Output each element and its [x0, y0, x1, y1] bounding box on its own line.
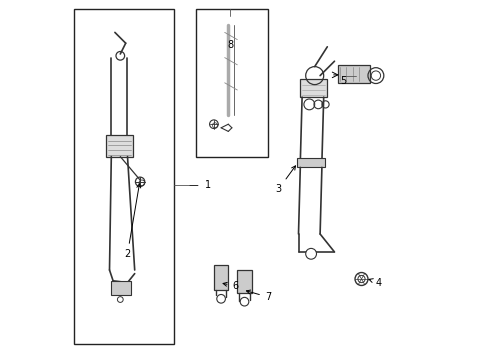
- Bar: [296, 158, 325, 167]
- Text: 6: 6: [223, 281, 238, 291]
- Bar: [106, 135, 133, 157]
- Bar: [237, 270, 251, 293]
- Bar: [73, 9, 174, 344]
- Bar: [111, 281, 131, 295]
- Text: 2: 2: [124, 184, 141, 259]
- Bar: [196, 9, 267, 157]
- Bar: [300, 79, 326, 97]
- Text: 4: 4: [368, 278, 381, 288]
- Bar: [213, 265, 228, 290]
- Text: 3: 3: [275, 166, 295, 194]
- Circle shape: [305, 248, 316, 259]
- Text: 8: 8: [226, 40, 233, 50]
- Text: —  1: — 1: [188, 180, 210, 190]
- Bar: [337, 65, 370, 83]
- Text: 5: 5: [339, 76, 346, 86]
- Text: 7: 7: [246, 290, 270, 302]
